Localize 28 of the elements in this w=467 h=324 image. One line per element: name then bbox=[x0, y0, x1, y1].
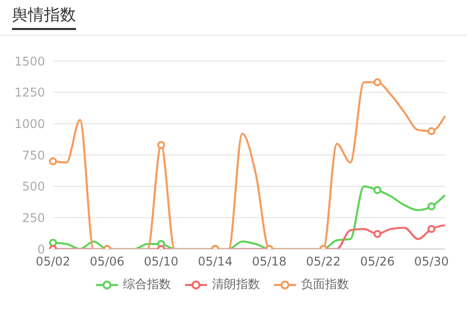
x-tick-label: 05/10 bbox=[144, 254, 178, 269]
y-tick-label: 1250 bbox=[14, 86, 45, 100]
legend-label: 清朗指数 bbox=[211, 276, 260, 293]
point bbox=[427, 202, 436, 210]
x-tick-label: 05/02 bbox=[36, 254, 70, 269]
legend-label: 综合指数 bbox=[122, 276, 171, 293]
point bbox=[49, 238, 57, 247]
x-tick-label: 05/30 bbox=[414, 254, 449, 269]
y-tick-label: 750 bbox=[22, 148, 45, 162]
x-tick-label: 05/22 bbox=[306, 254, 341, 269]
point bbox=[427, 127, 436, 136]
point bbox=[427, 224, 436, 233]
y-tick-label: 500 bbox=[22, 180, 45, 194]
y-tick-label: 250 bbox=[22, 210, 45, 225]
x-tick-label: 05/18 bbox=[252, 254, 287, 269]
legend-label: 负面指数 bbox=[300, 276, 349, 293]
point bbox=[157, 140, 166, 149]
chart-title: 舆情指数 bbox=[12, 5, 76, 30]
x-tick-label: 05/14 bbox=[198, 254, 233, 269]
point bbox=[373, 230, 382, 238]
y-tick-label: 1000 bbox=[14, 116, 45, 131]
point bbox=[373, 186, 382, 194]
y-tick-label: 1500 bbox=[14, 54, 45, 68]
point bbox=[373, 78, 382, 86]
x-tick-label: 05/06 bbox=[90, 254, 124, 269]
y-tick-label: 0 bbox=[37, 242, 45, 256]
point bbox=[49, 157, 57, 166]
x-tick-label: 05/26 bbox=[360, 254, 395, 269]
